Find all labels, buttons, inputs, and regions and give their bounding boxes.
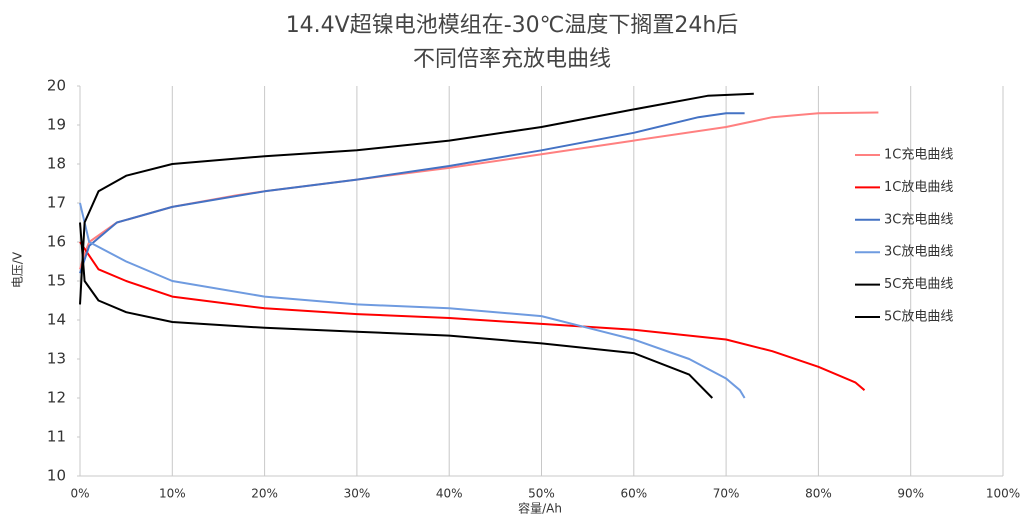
legend-label: 5C放电曲线 [884, 310, 953, 325]
y-tick-label: 12 [47, 389, 66, 407]
series-line [79, 222, 714, 399]
legend-label: 3C充电曲线 [884, 211, 953, 227]
y-tick-label: 20 [47, 77, 66, 95]
series-line [79, 92, 754, 305]
y-tick-label: 13 [47, 350, 66, 368]
legend-label: 5C充电曲线 [884, 276, 953, 292]
x-tick-label: 60% [620, 487, 647, 501]
legend-label: 1C充电曲线 [884, 147, 953, 163]
x-tick-label: 70% [713, 487, 740, 501]
y-tick-label: 10 [47, 467, 66, 485]
y-tick-label: 17 [47, 194, 66, 212]
x-axis-label: 容量/Ah [518, 501, 562, 516]
x-tick-label: 0% [70, 487, 89, 501]
y-axis-label: 电压/V [11, 251, 25, 288]
x-tick-label: 80% [805, 487, 832, 501]
x-tick-label: 10% [159, 487, 186, 501]
chart-title: 不同倍率充放电曲线 [413, 47, 611, 72]
chart-title: 14.4V超镍电池模组在-30℃温度下搁置24h后 [286, 13, 739, 38]
y-tick-label: 14 [47, 311, 66, 329]
legend-label: 3C放电曲线 [884, 245, 953, 260]
x-tick-label: 20% [251, 487, 278, 501]
x-tick-label: 90% [897, 487, 924, 501]
y-tick-label: 11 [47, 428, 66, 446]
series-line [79, 112, 745, 274]
x-tick-label: 30% [344, 487, 371, 501]
x-tick-label: 100% [986, 487, 1020, 501]
x-tick-label: 40% [436, 487, 463, 501]
series-line [79, 202, 746, 399]
y-tick-label: 16 [47, 233, 66, 251]
series-line [79, 241, 866, 391]
x-tick-label: 50% [528, 487, 555, 501]
legend-label: 1C放电曲线 [884, 180, 953, 195]
y-tick-label: 19 [47, 116, 66, 134]
y-tick-label: 15 [47, 272, 66, 290]
y-tick-label: 18 [47, 155, 66, 173]
